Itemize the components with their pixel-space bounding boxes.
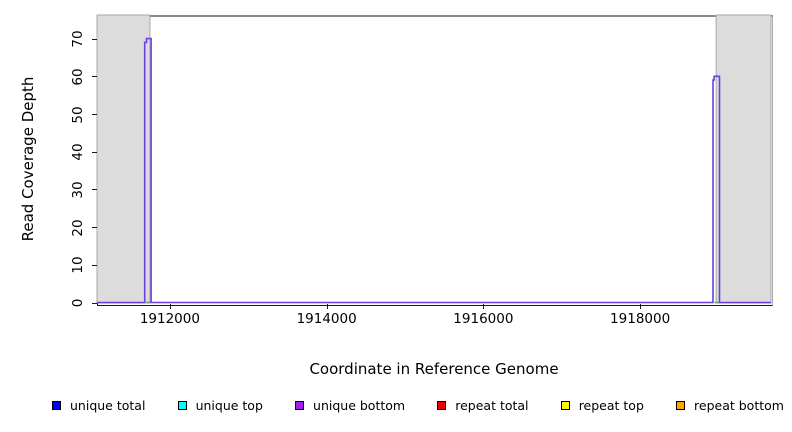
x-axis-tick-label: 1914000 bbox=[296, 311, 357, 327]
x-axis-tick bbox=[326, 304, 328, 309]
left-masked-region bbox=[96, 14, 151, 304]
y-axis-tick-label: 0 bbox=[70, 298, 86, 308]
coverage-line bbox=[97, 37, 771, 304]
y-axis-title: Read Coverage Depth bbox=[19, 76, 37, 242]
legend-item-unique-total: unique total bbox=[52, 398, 145, 413]
legend-swatch-repeat-total bbox=[437, 400, 447, 410]
legend-swatch-repeat-bottom bbox=[676, 400, 686, 410]
plot-area bbox=[97, 15, 773, 306]
legend-item-repeat-total: repeat total bbox=[437, 397, 529, 413]
x-axis-tick bbox=[169, 304, 171, 309]
legend-label: unique bottom bbox=[313, 397, 406, 413]
y-axis-tick-label: 50 bbox=[70, 105, 86, 124]
legend-swatch-unique-total bbox=[52, 400, 61, 410]
y-axis-tick-label: 30 bbox=[70, 181, 86, 199]
legend: unique total unique top unique bottom repea… bbox=[52, 396, 784, 414]
legend-item-repeat-bottom: repeat bottom bbox=[676, 398, 784, 413]
y-axis-tick bbox=[92, 302, 97, 304]
y-axis-tick bbox=[92, 151, 97, 153]
legend-label: repeat bottom bbox=[694, 397, 784, 413]
x-axis-tick-label: 1916000 bbox=[453, 311, 514, 327]
y-axis-tick-label: 70 bbox=[70, 30, 86, 48]
right-masked-region bbox=[715, 14, 772, 304]
x-axis-tick-label: 1912000 bbox=[139, 311, 200, 327]
legend-label: repeat total bbox=[455, 397, 529, 413]
legend-item-repeat-top: repeat top bbox=[560, 397, 644, 413]
y-axis-tick bbox=[92, 227, 97, 229]
y-axis-tick bbox=[92, 189, 97, 191]
x-axis-tick-label: 1918000 bbox=[610, 311, 671, 327]
y-axis-tick-label: 40 bbox=[70, 143, 86, 161]
legend-item-unique-bottom: unique bottom bbox=[295, 398, 405, 413]
legend-label: unique top bbox=[195, 397, 263, 413]
x-axis-tick bbox=[640, 304, 642, 309]
y-axis-tick bbox=[92, 38, 97, 40]
legend-swatch-repeat-top bbox=[560, 400, 570, 410]
y-axis-tick-label: 10 bbox=[70, 256, 86, 274]
legend-item-unique-top: unique top bbox=[177, 397, 263, 413]
legend-label: repeat top bbox=[578, 397, 644, 413]
x-axis-tick bbox=[483, 304, 485, 309]
x-axis-title: Coordinate in Reference Genome bbox=[309, 360, 559, 378]
y-axis-tick bbox=[92, 114, 97, 116]
y-axis-tick-label: 60 bbox=[70, 68, 86, 86]
y-axis-tick-label: 20 bbox=[70, 219, 86, 237]
legend-label: unique total bbox=[70, 397, 146, 413]
y-axis-tick bbox=[92, 76, 97, 78]
legend-swatch-unique-bottom bbox=[295, 400, 305, 410]
y-axis-tick bbox=[92, 264, 97, 266]
legend-swatch-unique-top bbox=[177, 400, 187, 410]
